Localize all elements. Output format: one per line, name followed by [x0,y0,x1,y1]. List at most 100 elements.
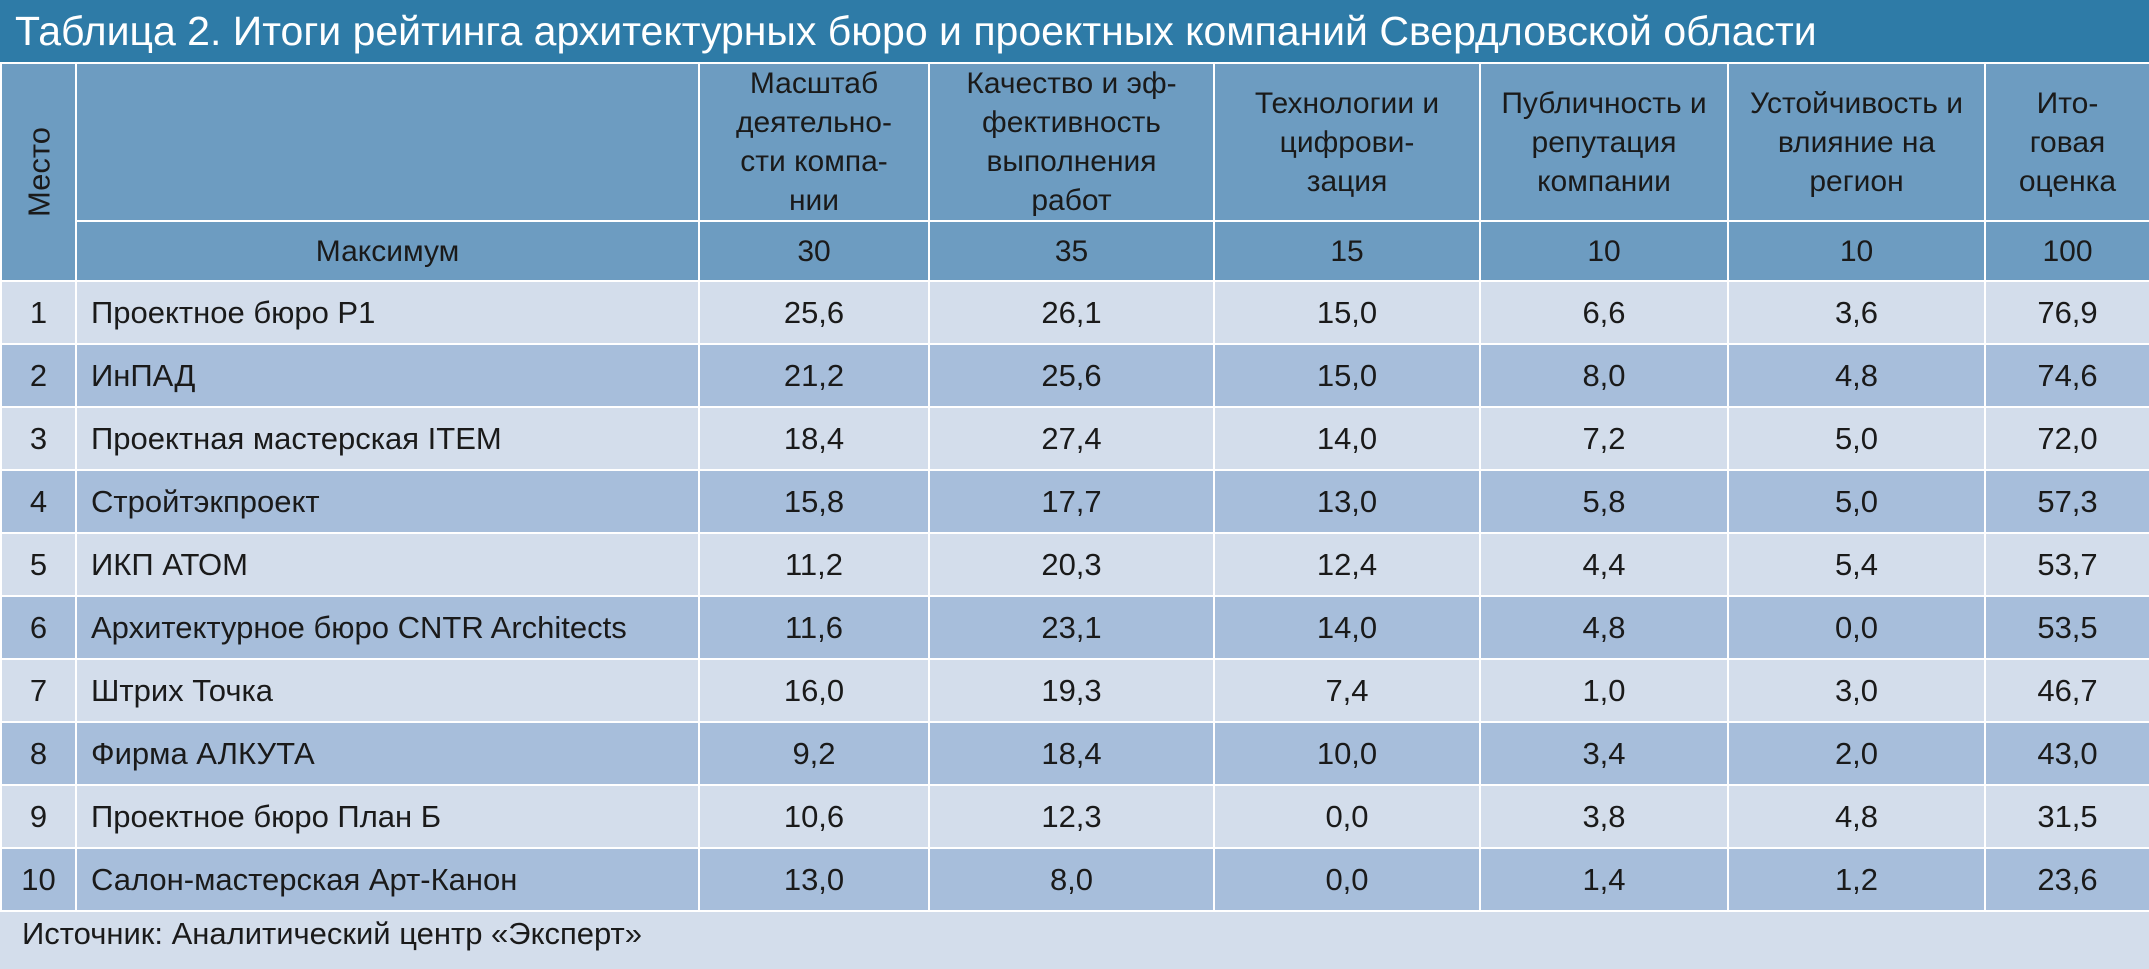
company-name-cell: ИКП АТОМ [75,532,700,597]
value-cell: 1,0 [1479,658,1729,723]
value-cell: 0,0 [1727,595,1986,660]
value-cell: 3,0 [1727,658,1986,723]
value-cell: 8,0 [1479,343,1729,408]
value-cell: 17,7 [928,469,1215,534]
maximum-value: 10 [1479,220,1729,282]
value-cell: 26,1 [928,280,1215,345]
value-cell: 20,3 [928,532,1215,597]
value-cell: 7,2 [1479,406,1729,471]
table-row: 4 Стройтэкпроект 15,8 17,7 13,0 5,8 5,0 … [0,469,2149,534]
place-cell: 2 [0,343,77,408]
total-cell: 46,7 [1984,658,2149,723]
value-cell: 10,0 [1213,721,1481,786]
place-cell: 10 [0,847,77,912]
value-cell: 3,4 [1479,721,1729,786]
total-cell: 72,0 [1984,406,2149,471]
maximum-value: 15 [1213,220,1481,282]
total-cell: 31,5 [1984,784,2149,849]
place-cell: 6 [0,595,77,660]
place-cell: 5 [0,532,77,597]
value-cell: 7,4 [1213,658,1481,723]
column-header-scale: Масштаб деятельно-сти компа-нии [698,62,930,222]
place-cell: 8 [0,721,77,786]
value-cell: 12,4 [1213,532,1481,597]
total-cell: 53,7 [1984,532,2149,597]
total-cell: 57,3 [1984,469,2149,534]
maximum-row: Максимум 30 35 15 10 10 100 [1,220,2149,282]
value-cell: 3,6 [1727,280,1986,345]
table-row: 10 Салон-мастерская Арт-Канон 13,0 8,0 0… [0,847,2149,912]
value-cell: 14,0 [1213,406,1481,471]
maximum-value: 10 [1727,220,1986,282]
table-row: 1 Проектное бюро Р1 25,6 26,1 15,0 6,6 3… [0,280,2149,345]
table-row: 9 Проектное бюро План Б 10,6 12,3 0,0 3,… [0,784,2149,849]
company-name-cell: Проектное бюро План Б [75,784,700,849]
value-cell: 19,3 [928,658,1215,723]
value-cell: 5,0 [1727,469,1986,534]
value-cell: 11,6 [698,595,930,660]
company-name-cell: Проектное бюро Р1 [75,280,700,345]
maximum-value: 30 [698,220,930,282]
value-cell: 0,0 [1213,847,1481,912]
maximum-value: 100 [1984,220,2149,282]
value-cell: 27,4 [928,406,1215,471]
value-cell: 13,0 [698,847,930,912]
value-cell: 4,4 [1479,532,1729,597]
total-cell: 74,6 [1984,343,2149,408]
table-row: 7 Штрих Точка 16,0 19,3 7,4 1,0 3,0 46,7 [0,658,2149,723]
header-row: Место Масштаб деятельно-сти компа-нии Ка… [0,62,2149,282]
total-cell: 53,5 [1984,595,2149,660]
place-cell: 9 [0,784,77,849]
maximum-label: Максимум [75,220,700,282]
place-cell: 3 [0,406,77,471]
maximum-value: 35 [928,220,1215,282]
column-header-quality: Качество и эф-фективность выполнения раб… [928,62,1215,222]
value-cell: 6,6 [1479,280,1729,345]
company-name-cell: Архитектурное бюро CNTR Architects [75,595,700,660]
value-cell: 2,0 [1727,721,1986,786]
value-cell: 1,2 [1727,847,1986,912]
value-cell: 4,8 [1479,595,1729,660]
table-row: 3 Проектная мастерская ITEM 18,4 27,4 14… [0,406,2149,471]
total-cell: 43,0 [1984,721,2149,786]
company-name-cell: Стройтэкпроект [75,469,700,534]
value-cell: 9,2 [698,721,930,786]
value-cell: 8,0 [928,847,1215,912]
value-cell: 18,4 [928,721,1215,786]
company-name-cell: ИнПАД [75,343,700,408]
value-cell: 5,4 [1727,532,1986,597]
column-header-total: Ито-говая оценка [1984,62,2149,222]
value-cell: 0,0 [1213,784,1481,849]
company-name-cell: Проектная мастерская ITEM [75,406,700,471]
company-name-cell: Салон-мастерская Арт-Канон [75,847,700,912]
value-cell: 5,8 [1479,469,1729,534]
value-cell: 11,2 [698,532,930,597]
value-cell: 4,8 [1727,343,1986,408]
company-name-cell: Фирма АЛКУТА [75,721,700,786]
place-cell: 4 [0,469,77,534]
value-cell: 4,8 [1727,784,1986,849]
value-cell: 18,4 [698,406,930,471]
value-cell: 16,0 [698,658,930,723]
value-cell: 21,2 [698,343,930,408]
total-cell: 23,6 [1984,847,2149,912]
source-note: Источник: Аналитический центр «Эксперт» [22,916,642,951]
value-cell: 3,8 [1479,784,1729,849]
value-cell: 25,6 [698,280,930,345]
total-cell: 76,9 [1984,280,2149,345]
place-cell: 1 [0,280,77,345]
value-cell: 15,0 [1213,280,1481,345]
column-header-publicity: Публичность и репутация компании [1479,62,1729,222]
place-column-header: Место [0,62,77,282]
value-cell: 13,0 [1213,469,1481,534]
table-row: 5 ИКП АТОМ 11,2 20,3 12,4 4,4 5,4 53,7 [0,532,2149,597]
value-cell: 10,6 [698,784,930,849]
value-cell: 23,1 [928,595,1215,660]
table-row: 6 Архитектурное бюро CNTR Architects 11,… [0,595,2149,660]
place-cell: 7 [0,658,77,723]
table-row: 2 ИнПАД 21,2 25,6 15,0 8,0 4,8 74,6 [0,343,2149,408]
table-row: 8 Фирма АЛКУТА 9,2 18,4 10,0 3,4 2,0 43,… [0,721,2149,786]
value-cell: 12,3 [928,784,1215,849]
name-column-header [75,62,700,222]
